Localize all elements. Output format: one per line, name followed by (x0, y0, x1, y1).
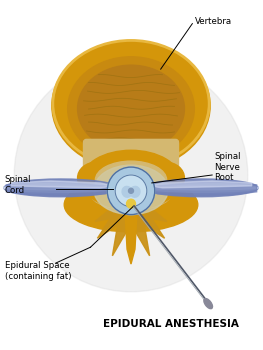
Ellipse shape (144, 183, 258, 192)
Ellipse shape (4, 186, 118, 190)
Polygon shape (149, 181, 252, 188)
Polygon shape (124, 195, 138, 264)
Ellipse shape (68, 57, 194, 161)
Text: Spinal
Cord: Spinal Cord (4, 175, 31, 195)
Ellipse shape (94, 165, 168, 215)
Ellipse shape (4, 179, 118, 197)
FancyBboxPatch shape (84, 139, 179, 173)
Circle shape (107, 167, 155, 215)
Polygon shape (145, 182, 257, 196)
Polygon shape (122, 201, 150, 256)
Ellipse shape (78, 162, 115, 194)
Circle shape (14, 58, 248, 292)
Ellipse shape (204, 299, 213, 309)
Ellipse shape (52, 41, 210, 170)
Polygon shape (95, 196, 135, 222)
Ellipse shape (144, 179, 258, 197)
Circle shape (115, 175, 147, 206)
Ellipse shape (82, 150, 180, 210)
Ellipse shape (64, 177, 198, 232)
Polygon shape (97, 198, 138, 238)
Ellipse shape (4, 183, 118, 192)
Ellipse shape (130, 187, 140, 197)
Ellipse shape (95, 161, 167, 199)
Text: Vertebra: Vertebra (195, 17, 232, 26)
Text: Spinal
Nerve
Root: Spinal Nerve Root (214, 152, 241, 182)
Ellipse shape (144, 186, 258, 190)
Polygon shape (11, 181, 114, 188)
Polygon shape (124, 198, 165, 238)
Circle shape (129, 188, 134, 193)
Ellipse shape (122, 187, 132, 197)
Polygon shape (6, 182, 118, 196)
Ellipse shape (92, 180, 171, 210)
Polygon shape (112, 201, 140, 256)
Ellipse shape (78, 65, 184, 152)
Text: EPIDURAL ANESTHESIA: EPIDURAL ANESTHESIA (103, 320, 239, 329)
Ellipse shape (147, 162, 184, 194)
Text: Epidural Space
(containing fat): Epidural Space (containing fat) (5, 261, 72, 281)
Circle shape (127, 199, 135, 208)
Polygon shape (127, 196, 167, 222)
